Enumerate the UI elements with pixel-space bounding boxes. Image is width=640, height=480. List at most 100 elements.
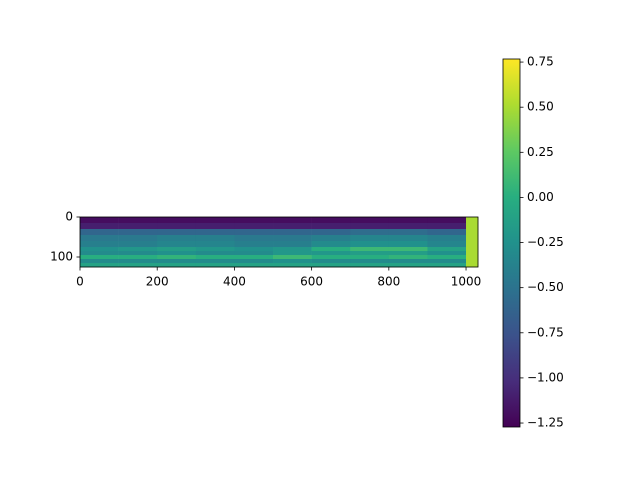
x-tick-label: 600 [300, 275, 323, 289]
heatmap-cell [157, 241, 197, 248]
heatmap-cell [195, 251, 235, 256]
heatmap-cell [234, 255, 274, 260]
heatmap-cell [311, 223, 351, 230]
heatmap-cell [234, 241, 274, 248]
heatmap-cell [157, 263, 197, 268]
heatmap-cell [311, 255, 351, 260]
heatmap-cell [157, 255, 197, 260]
heatmap-cell [273, 251, 312, 256]
heatmap-cell [118, 263, 158, 268]
heatmap-cell [195, 217, 235, 224]
heatmap-cell [273, 247, 312, 252]
heatmap-cell [427, 263, 467, 268]
heatmap-cell [80, 217, 119, 224]
heatmap-cell [427, 229, 467, 236]
y-tick-label: 100 [50, 250, 73, 264]
heatmap-cell [466, 235, 479, 242]
heatmap-cell [118, 255, 158, 260]
heatmap-cell [80, 229, 119, 236]
heatmap-cell [273, 235, 312, 242]
heatmap-cell [388, 251, 428, 256]
heatmap-cell [80, 247, 119, 252]
heatmap-cell [466, 259, 479, 264]
heatmap-cell [466, 255, 479, 260]
heatmap-cell [427, 247, 467, 252]
x-tick-label: 400 [223, 275, 246, 289]
x-tick-label: 200 [146, 275, 169, 289]
heatmap-cell [427, 255, 467, 260]
heatmap-cell [350, 217, 390, 224]
heatmap-cell [234, 251, 274, 256]
heatmap-cell [273, 259, 312, 264]
heatmap-cell [466, 247, 479, 252]
heatmap-cell [195, 241, 235, 248]
heatmap-cell [466, 229, 479, 236]
heatmap-cell [118, 223, 158, 230]
heatmap-cell [273, 255, 312, 260]
heatmap-cell [350, 263, 390, 268]
colorbar-tick-label: −1.25 [527, 416, 564, 430]
heatmap-cell [427, 241, 467, 248]
heatmap-cell [157, 259, 197, 264]
heatmap-cell [80, 259, 119, 264]
heatmap-cell [195, 255, 235, 260]
colorbar-tick-label: 0.00 [527, 190, 554, 204]
heatmap-cell [388, 241, 428, 248]
heatmap-cell [195, 259, 235, 264]
heatmap-cell [311, 235, 351, 242]
heatmap-cell [350, 223, 390, 230]
heatmap-cell [466, 241, 479, 248]
heatmap-cell [466, 251, 479, 256]
heatmap-cell [234, 217, 274, 224]
heatmap-cell [311, 229, 351, 236]
heatmap-cell [350, 229, 390, 236]
heatmap-cell [118, 241, 158, 248]
heatmap-cell [234, 247, 274, 252]
heatmap-cell [118, 229, 158, 236]
heatmap-cell [388, 235, 428, 242]
heatmap-cell [388, 247, 428, 252]
heatmap-cell [466, 217, 479, 224]
heatmap-cell [80, 223, 119, 230]
heatmap-cell [466, 223, 479, 230]
heatmap-cell [466, 263, 479, 268]
heatmap-cell [388, 229, 428, 236]
heatmap-cell [234, 263, 274, 268]
heatmap-cell [195, 223, 235, 230]
x-tick-label: 0 [76, 275, 84, 289]
heatmap-cell [311, 247, 351, 252]
heatmap-cell [80, 241, 119, 248]
heatmap-cell [195, 235, 235, 242]
heatmap-cell [80, 251, 119, 256]
heatmap-cell [350, 251, 390, 256]
heatmap-cell [80, 255, 119, 260]
heatmap-cell [195, 247, 235, 252]
heatmap-cell [118, 247, 158, 252]
heatmap-cell [427, 251, 467, 256]
heatmap-cell [273, 229, 312, 236]
x-tick-label: 1000 [451, 275, 482, 289]
heatmap-cell [80, 235, 119, 242]
heatmap-cell [273, 223, 312, 230]
colorbar-tick-label: −0.50 [527, 280, 564, 294]
heatmap-cell [311, 263, 351, 268]
heatmap-cell [388, 223, 428, 230]
heatmap-cell [311, 241, 351, 248]
colorbar-tick-label: −0.25 [527, 235, 564, 249]
heatmap-cell [311, 259, 351, 264]
heatmap-cell [388, 259, 428, 264]
heatmap-cell [234, 259, 274, 264]
heatmap-cell [350, 255, 390, 260]
heatmap-cell [350, 259, 390, 264]
heatmap-cell [118, 235, 158, 242]
colorbar-tick-label: −1.00 [527, 370, 564, 384]
heatmap-cell [273, 241, 312, 248]
axes-frame [79, 216, 479, 268]
heatmap-cell [234, 229, 274, 236]
heatmap-cell [427, 217, 467, 224]
heatmap-cell [157, 223, 197, 230]
colorbar-tick-label: −0.75 [527, 325, 564, 339]
heatmap-cell [350, 241, 390, 248]
colorbar-tick-label: 0.50 [527, 100, 554, 114]
